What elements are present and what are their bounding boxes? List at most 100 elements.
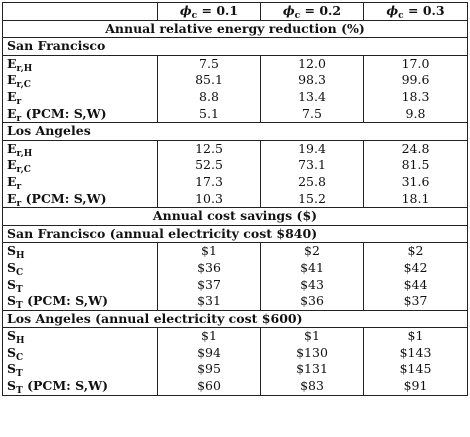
table-row: SC $36 $41 $42 <box>2 259 468 277</box>
section-title-energy: Annual relative energy reduction (%) <box>2 19 468 39</box>
value-cell-col2: $2 <box>260 242 364 260</box>
value-cell-col2: 25.8 <box>260 173 364 191</box>
value-cell-col1: $1 <box>157 327 261 345</box>
variable-symbol: E <box>7 72 17 88</box>
value-cell-col3: 18.3 <box>363 88 468 106</box>
header-phi-0-3: ϕc = 0.3 <box>363 2 468 21</box>
variable-subscript: r <box>16 96 22 106</box>
variable-subscript: r,C <box>16 80 31 89</box>
variable-symbol: S <box>7 361 17 377</box>
variable-symbol: S <box>7 378 17 394</box>
subsection-la-energy: Los Angeles <box>2 122 468 141</box>
variable-symbol: S <box>7 293 17 309</box>
table-row: SH $1 $2 $2 <box>2 242 468 260</box>
value-cell-col3: $2 <box>363 242 468 260</box>
value-cell-col1: $60 <box>157 378 261 396</box>
table-row: SC $94 $130 $143 <box>2 344 468 362</box>
value-cell-col2: 98.3 <box>260 72 364 89</box>
header-phi-0-2: ϕc = 0.2 <box>260 2 364 21</box>
row-label: ST (PCM: S,W) <box>2 378 158 396</box>
variable-subscript: C <box>16 267 24 277</box>
section-title-energy-label: Annual relative energy reduction (%) <box>2 19 468 39</box>
value-cell-col2: $131 <box>260 361 364 379</box>
subsection-sf-cost-label: San Francisco (annual electricity cost $… <box>2 224 468 244</box>
variable-symbol: S <box>7 243 17 259</box>
row-label: Er,C <box>2 72 158 89</box>
row-label: Er <box>2 88 158 106</box>
variable-subscript: T <box>16 301 23 311</box>
value-cell-col3: 81.5 <box>363 157 468 174</box>
variable-symbol: E <box>7 157 17 173</box>
variable-subscript: C <box>16 352 24 362</box>
variable-subscript: H <box>16 251 25 260</box>
value-cell-col1: $37 <box>157 276 261 294</box>
value-cell-col1: 52.5 <box>157 157 261 174</box>
value-cell-col3: 31.6 <box>363 173 468 191</box>
row-label: Er,C <box>2 157 158 174</box>
variable-symbol: E <box>7 140 17 156</box>
row-label: ST <box>2 276 158 294</box>
value-cell-col2: $43 <box>260 276 364 294</box>
value-cell-col2: $41 <box>260 259 364 277</box>
header-empty-cell <box>2 2 158 21</box>
subsection-la-energy-label: Los Angeles <box>2 122 468 141</box>
results-table: ϕc = 0.1 ϕc = 0.2 ϕc = 0.3 Annual relati… <box>2 2 468 396</box>
variable-suffix: (PCM: S,W) <box>21 190 107 206</box>
table-row: ST $95 $131 $145 <box>2 361 468 379</box>
variable-symbol: S <box>7 328 17 344</box>
variable-subscript: T <box>16 369 23 379</box>
value-cell-col3: $145 <box>363 361 468 379</box>
variable-subscript: H <box>16 336 25 345</box>
variable-symbol: S <box>7 259 17 275</box>
table-row: Er (PCM: S,W) 5.1 7.5 9.8 <box>2 105 468 123</box>
section-title-cost: Annual cost savings ($) <box>2 207 468 226</box>
value-cell-col3: 9.8 <box>363 105 468 123</box>
variable-symbol: S <box>7 276 17 292</box>
value-cell-col1: 85.1 <box>157 72 261 89</box>
row-label: Er (PCM: S,W) <box>2 105 158 123</box>
variable-symbol: S <box>7 344 17 360</box>
header-row: ϕc = 0.1 ϕc = 0.2 ϕc = 0.3 <box>2 2 468 21</box>
header-phi-0-1: ϕc = 0.1 <box>157 2 261 21</box>
value-cell-col2: 7.5 <box>260 105 364 123</box>
variable-symbol: E <box>7 173 17 189</box>
value-cell-col2: 13.4 <box>260 88 364 106</box>
value-cell-col3: $42 <box>363 259 468 277</box>
value-cell-col3: $37 <box>363 293 468 311</box>
value-cell-col2: $1 <box>260 327 364 345</box>
subsection-la-cost: Los Angeles (annual electricity cost $60… <box>2 309 468 329</box>
row-label: Er (PCM: S,W) <box>2 190 158 208</box>
variable-subscript: r,H <box>16 148 33 158</box>
variable-subscript: r,C <box>16 165 31 174</box>
value-cell-col2: $130 <box>260 344 364 362</box>
variable-suffix: (PCM: S,W) <box>22 293 109 309</box>
variable-symbol: E <box>7 88 17 104</box>
variable-subscript: r <box>16 113 22 123</box>
table-row: Er 17.3 25.8 31.6 <box>2 173 468 191</box>
value-cell-col1: $1 <box>157 242 261 260</box>
value-cell-col3: $143 <box>363 344 468 362</box>
table-row: Er 8.8 13.4 18.3 <box>2 88 468 106</box>
variable-subscript: T <box>16 284 23 294</box>
value-cell-col3: 17.0 <box>363 55 468 73</box>
results-table-container: ϕc = 0.1 ϕc = 0.2 ϕc = 0.3 Annual relati… <box>2 2 468 396</box>
value-cell-col1: 8.8 <box>157 88 261 106</box>
value-cell-col1: $36 <box>157 259 261 277</box>
value-cell-col3: $44 <box>363 276 468 294</box>
value-cell-col1: 17.3 <box>157 173 261 191</box>
subsection-sf-energy-label: San Francisco <box>2 37 468 56</box>
value-cell-col2: 12.0 <box>260 55 364 73</box>
row-label: SC <box>2 344 158 362</box>
row-label: ST <box>2 361 158 379</box>
value-cell-col3: $1 <box>363 327 468 345</box>
value-cell-col1: 10.3 <box>157 190 261 208</box>
table-row: Er,H 7.5 12.0 17.0 <box>2 55 468 73</box>
variable-symbol: E <box>7 55 17 71</box>
row-label: SH <box>2 327 158 345</box>
value-cell-col1: 12.5 <box>157 140 261 158</box>
variable-suffix: (PCM: S,W) <box>21 105 107 121</box>
value-cell-col2: 15.2 <box>260 190 364 208</box>
value-cell-col3: $91 <box>363 378 468 396</box>
value-cell-col1: $31 <box>157 293 261 311</box>
value-cell-col2: 73.1 <box>260 157 364 174</box>
